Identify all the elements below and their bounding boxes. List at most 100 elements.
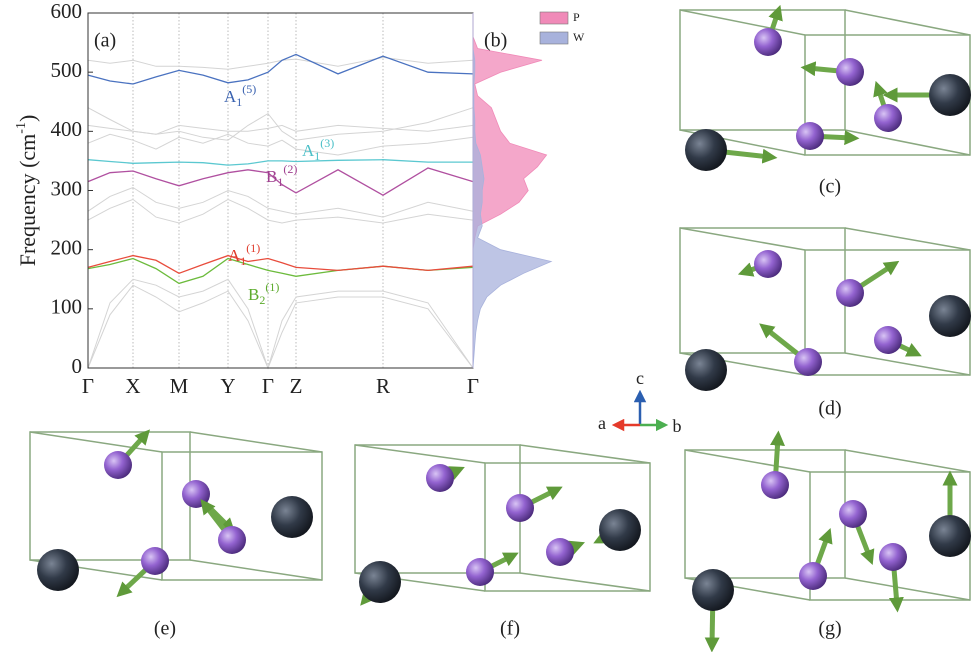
y-axis-title: Frequency (cm-1) xyxy=(14,115,40,267)
y-tick-label: 200 xyxy=(51,235,83,259)
cell-edge xyxy=(845,450,970,472)
y-tick-label: 100 xyxy=(51,295,83,319)
mode-symbol: B xyxy=(248,285,259,304)
cell-edge xyxy=(845,10,970,35)
cell-edge xyxy=(845,353,970,375)
atom-p xyxy=(182,480,210,508)
mode-symbol: A xyxy=(228,246,241,265)
structure-label: (c) xyxy=(819,176,841,198)
phonon-band xyxy=(88,134,473,155)
structure-label: (f) xyxy=(500,618,520,640)
mode-subscript: 2 xyxy=(259,293,265,307)
structure-label: (e) xyxy=(154,618,176,640)
cell-edge xyxy=(355,445,485,463)
atom-p xyxy=(466,558,494,586)
atom-w xyxy=(271,496,313,538)
structure-label: (d) xyxy=(818,398,841,420)
mode-symbol: A xyxy=(224,87,237,106)
atom-w xyxy=(929,515,971,557)
atom-p xyxy=(754,250,782,278)
mode-symbol: B xyxy=(266,167,277,186)
mode-subscript: 1 xyxy=(240,254,246,268)
atom-p xyxy=(794,348,822,376)
atom-p xyxy=(879,543,907,571)
atom-p xyxy=(141,547,169,575)
cell-face xyxy=(30,432,190,560)
panel-label: (a) xyxy=(94,30,116,52)
x-tick-label: R xyxy=(376,374,390,398)
highlighted-mode xyxy=(88,160,473,165)
cell-edge xyxy=(520,445,650,463)
atom-p xyxy=(761,471,789,499)
legend-label: P xyxy=(573,10,580,24)
atom-p xyxy=(796,122,824,150)
mode-superscript: (5) xyxy=(242,82,256,96)
cell-edge xyxy=(845,228,970,250)
mode-annotation: A1(3) xyxy=(302,136,334,163)
cell-face xyxy=(355,445,520,573)
mode-superscript: (1) xyxy=(265,280,279,294)
cell-edge xyxy=(845,578,970,600)
mode-annotation: B1(2) xyxy=(266,162,297,189)
mode-subscript: 1 xyxy=(236,95,242,109)
panel-label: (b) xyxy=(484,30,507,52)
mode-superscript: (3) xyxy=(320,136,334,150)
cell-edge xyxy=(190,432,322,452)
atom-w xyxy=(599,509,641,551)
crystal-cell: (e) xyxy=(30,432,322,640)
crystal-cell: (f) xyxy=(355,445,650,640)
legend-swatch xyxy=(540,12,568,24)
x-tick-label: Γ xyxy=(467,374,479,398)
cell-face xyxy=(680,228,845,353)
y-tick-label: 300 xyxy=(51,176,83,200)
y-axis-title-sup: -1 xyxy=(14,122,29,134)
atom-p xyxy=(506,494,534,522)
mode-subscript: 1 xyxy=(314,149,320,163)
phonon-band xyxy=(88,188,473,218)
cell-edge xyxy=(680,10,805,35)
cell-edge xyxy=(520,573,650,591)
mode-annotation: B2(1) xyxy=(248,280,279,307)
cell-edge xyxy=(685,450,810,472)
crystal-cell: (c) xyxy=(680,10,971,198)
x-tick-label: M xyxy=(170,374,189,398)
atom-p xyxy=(546,538,574,566)
cell-edge xyxy=(190,560,322,580)
atom-w xyxy=(359,561,401,603)
highlighted-mode xyxy=(88,54,473,84)
lattice-axes: a b c xyxy=(598,368,682,436)
axis-c-label: c xyxy=(636,368,644,388)
y-tick-label: 400 xyxy=(51,117,83,141)
y-tick-label: 0 xyxy=(72,354,83,378)
atom-p xyxy=(426,464,454,492)
atom-p xyxy=(874,326,902,354)
y-axis-title-end: ) xyxy=(15,115,40,122)
crystal-cell: (d) xyxy=(680,228,971,420)
phonon-band xyxy=(88,279,473,368)
legend-label: W xyxy=(573,30,585,44)
dos-area xyxy=(473,13,547,368)
atom-p xyxy=(839,500,867,528)
structure-label: (g) xyxy=(818,618,841,640)
x-tick-label: Y xyxy=(220,374,235,398)
atom-p xyxy=(104,451,132,479)
crystal-cell: (g) xyxy=(685,438,971,645)
x-tick-label: Γ xyxy=(82,374,94,398)
mode-subscript: 1 xyxy=(277,175,283,189)
y-tick-label: 600 xyxy=(51,0,83,23)
x-tick-label: Z xyxy=(290,374,303,398)
atom-p xyxy=(218,526,246,554)
atom-w xyxy=(685,129,727,171)
atom-p xyxy=(754,28,782,56)
y-axis-title-text: Frequency (cm xyxy=(15,134,40,267)
atom-p xyxy=(799,562,827,590)
x-tick-label: X xyxy=(125,374,140,398)
mode-symbol: A xyxy=(302,141,315,160)
atom-p xyxy=(836,279,864,307)
axis-b-label: b xyxy=(673,416,682,436)
phonon-band xyxy=(88,108,473,141)
atom-p xyxy=(874,104,902,132)
plot-frame xyxy=(88,13,473,368)
legend-swatch xyxy=(540,32,568,44)
mode-annotation: A1(1) xyxy=(228,241,260,268)
